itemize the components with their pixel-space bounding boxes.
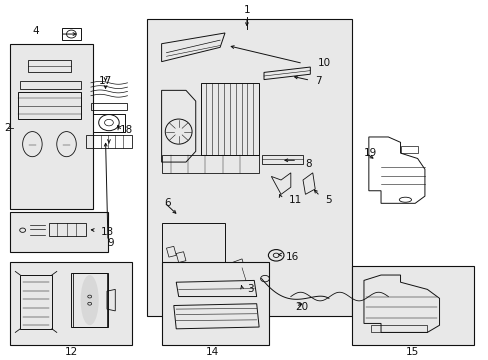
Text: 19: 19 (363, 148, 376, 158)
Text: 7: 7 (315, 76, 321, 86)
Bar (20, 81, 81, 89)
Bar (86, 135, 132, 148)
Bar (390, 302, 400, 309)
Bar (400, 146, 417, 153)
Ellipse shape (81, 275, 99, 325)
Text: 16: 16 (285, 252, 299, 262)
Bar (20, 275, 52, 329)
Bar (61, 28, 81, 40)
Text: 6: 6 (163, 198, 170, 208)
Text: 5: 5 (325, 195, 331, 205)
Text: 9: 9 (107, 238, 114, 248)
Bar (93, 114, 125, 132)
Text: 4: 4 (32, 26, 39, 36)
Bar (18, 92, 81, 119)
Text: 2: 2 (4, 123, 11, 133)
Text: 11: 11 (288, 195, 301, 205)
Bar (200, 83, 259, 155)
Text: 3: 3 (246, 284, 253, 294)
Bar (370, 325, 427, 332)
Text: 18: 18 (120, 125, 133, 135)
Bar (49, 223, 86, 235)
Bar (147, 19, 351, 316)
Text: 15: 15 (405, 347, 419, 357)
Bar (27, 60, 71, 72)
Text: 12: 12 (64, 347, 78, 357)
Bar (161, 262, 268, 345)
Bar (385, 293, 395, 302)
Text: 14: 14 (206, 347, 219, 357)
Text: 17: 17 (99, 76, 112, 86)
Text: 1: 1 (243, 5, 250, 15)
Text: 10: 10 (317, 58, 330, 68)
Bar (161, 223, 224, 288)
Bar (10, 212, 108, 252)
Bar (91, 103, 127, 110)
Text: 20: 20 (295, 302, 308, 312)
Bar (161, 155, 259, 173)
Text: 13: 13 (101, 227, 114, 237)
Bar (71, 273, 108, 327)
Bar (10, 44, 93, 209)
Bar (73, 273, 107, 327)
Text: 8: 8 (305, 159, 311, 169)
Bar (351, 266, 473, 345)
Bar (10, 262, 132, 345)
Bar (261, 155, 303, 164)
